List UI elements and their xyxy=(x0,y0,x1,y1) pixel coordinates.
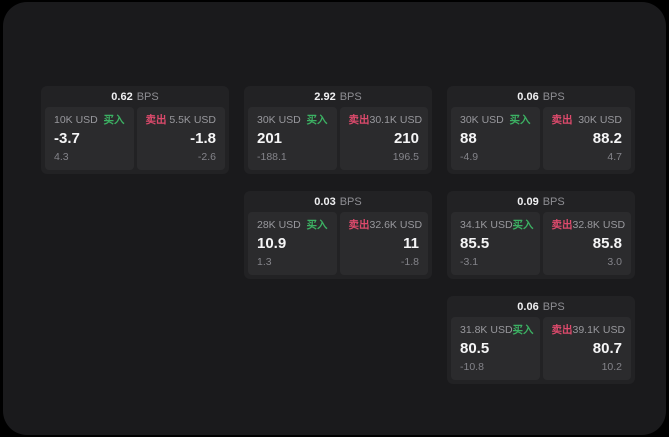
bps-value: 0.03 xyxy=(314,195,336,208)
sell-side-label: 卖出 xyxy=(348,114,370,126)
quote-cards-grid: 0.62 BPS 10K USD 买入 -3.7 4.3 卖出 5.5K USD xyxy=(41,86,635,384)
buy-amount: 28K USD xyxy=(257,219,301,231)
buy-amount: 34.1K USD xyxy=(460,219,513,231)
quote-panels: 30K USD 买入 201 -188.1 卖出 30.1K USD 210 1… xyxy=(248,107,428,170)
buy-panel[interactable]: 28K USD 买入 10.9 1.3 xyxy=(248,212,337,275)
quote-card-6[interactable]: 0.06 BPS 31.8K USD 买入 80.5 -10.8 卖出 39.1… xyxy=(447,296,635,384)
bps-unit-label: BPS xyxy=(339,90,362,103)
buy-side-label: 买入 xyxy=(512,324,534,336)
buy-price: 88 xyxy=(460,130,477,147)
quote-card-5[interactable]: 0.09 BPS 34.1K USD 买入 85.5 -3.1 卖出 32.8K… xyxy=(447,191,635,279)
buy-price: 85.5 xyxy=(460,235,490,252)
card-header: 0.09 BPS xyxy=(451,191,631,212)
buy-side-label: 买入 xyxy=(103,114,125,126)
buy-sub-value: 1.3 xyxy=(257,256,272,268)
sell-panel[interactable]: 卖出 32.6K USD 11 -1.8 xyxy=(339,212,428,275)
buy-amount: 10K USD xyxy=(54,114,98,126)
buy-sub-value: -10.8 xyxy=(460,361,484,373)
sell-amount: 30K USD xyxy=(578,114,622,126)
buy-sub-value: -3.1 xyxy=(460,256,479,268)
sell-sub-value: 10.2 xyxy=(601,361,622,373)
sell-price: 88.2 xyxy=(592,130,622,147)
sell-side-label: 卖出 xyxy=(348,219,370,231)
buy-price: 201 xyxy=(257,130,283,147)
quote-panels: 34.1K USD 买入 85.5 -3.1 卖出 32.8K USD 85.8… xyxy=(451,212,631,275)
bps-value: 0.06 xyxy=(517,90,539,103)
app-screen: 0.62 BPS 10K USD 买入 -3.7 4.3 卖出 5.5K USD xyxy=(3,2,666,435)
buy-side-label: 买入 xyxy=(306,219,328,231)
quote-panels: 31.8K USD 买入 80.5 -10.8 卖出 39.1K USD 80.… xyxy=(451,317,631,380)
quote-panels: 10K USD 买入 -3.7 4.3 卖出 5.5K USD -1.8 -2.… xyxy=(45,107,225,170)
quote-card-1[interactable]: 0.62 BPS 10K USD 买入 -3.7 4.3 卖出 5.5K USD xyxy=(41,86,229,174)
buy-side-label: 买入 xyxy=(306,114,328,126)
sell-panel[interactable]: 卖出 5.5K USD -1.8 -2.6 xyxy=(136,107,225,170)
sell-panel[interactable]: 卖出 32.8K USD 85.8 3.0 xyxy=(542,212,631,275)
buy-panel[interactable]: 34.1K USD 买入 85.5 -3.1 xyxy=(451,212,540,275)
sell-amount: 5.5K USD xyxy=(169,114,216,126)
buy-amount: 31.8K USD xyxy=(460,324,513,336)
sell-amount: 32.6K USD xyxy=(369,219,423,231)
sell-sub-value: 4.7 xyxy=(607,151,622,163)
bps-unit-label: BPS xyxy=(542,195,565,208)
quote-panels: 28K USD 买入 10.9 1.3 卖出 32.6K USD 11 -1.8 xyxy=(248,212,428,275)
card-header: 0.62 BPS xyxy=(45,86,225,107)
buy-price: 80.5 xyxy=(460,340,490,357)
buy-sub-value: 4.3 xyxy=(54,151,69,163)
sell-amount: 30.1K USD xyxy=(369,114,423,126)
buy-panel[interactable]: 30K USD 买入 88 -4.9 xyxy=(451,107,540,170)
quote-panels: 30K USD 买入 88 -4.9 卖出 30K USD 88.2 4.7 xyxy=(451,107,631,170)
bps-value: 0.06 xyxy=(517,300,539,313)
card-header: 0.06 BPS xyxy=(451,296,631,317)
sell-price: 85.8 xyxy=(592,235,622,252)
buy-side-label: 买入 xyxy=(512,219,534,231)
buy-panel[interactable]: 10K USD 买入 -3.7 4.3 xyxy=(45,107,134,170)
sell-panel[interactable]: 卖出 39.1K USD 80.7 10.2 xyxy=(542,317,631,380)
buy-panel[interactable]: 30K USD 买入 201 -188.1 xyxy=(248,107,337,170)
buy-price: 10.9 xyxy=(257,235,287,252)
sell-sub-value: -1.8 xyxy=(400,256,419,268)
buy-amount: 30K USD xyxy=(460,114,504,126)
sell-panel[interactable]: 卖出 30K USD 88.2 4.7 xyxy=(542,107,631,170)
quote-card-2[interactable]: 2.92 BPS 30K USD 买入 201 -188.1 卖出 30.1K … xyxy=(244,86,432,174)
quote-card-3[interactable]: 0.06 BPS 30K USD 买入 88 -4.9 卖出 30K USD xyxy=(447,86,635,174)
buy-amount: 30K USD xyxy=(257,114,301,126)
sell-price: 11 xyxy=(403,235,419,252)
bps-unit-label: BPS xyxy=(542,90,565,103)
buy-sub-value: -188.1 xyxy=(257,151,287,163)
quote-card-4[interactable]: 0.03 BPS 28K USD 买入 10.9 1.3 卖出 32.6K US… xyxy=(244,191,432,279)
sell-sub-value: -2.6 xyxy=(197,151,216,163)
buy-price: -3.7 xyxy=(54,130,80,147)
bps-unit-label: BPS xyxy=(339,195,362,208)
sell-amount: 32.8K USD xyxy=(572,219,626,231)
card-header: 0.06 BPS xyxy=(451,86,631,107)
sell-price: 210 xyxy=(393,130,419,147)
bps-unit-label: BPS xyxy=(542,300,565,313)
bps-value: 0.09 xyxy=(517,195,539,208)
bps-value: 2.92 xyxy=(314,90,336,103)
bps-unit-label: BPS xyxy=(136,90,159,103)
card-header: 0.03 BPS xyxy=(248,191,428,212)
sell-sub-value: 196.5 xyxy=(392,151,419,163)
sell-price: 80.7 xyxy=(592,340,622,357)
sell-side-label: 卖出 xyxy=(145,114,167,126)
sell-side-label: 卖出 xyxy=(551,114,573,126)
sell-price: -1.8 xyxy=(190,130,216,147)
sell-sub-value: 3.0 xyxy=(607,256,622,268)
sell-panel[interactable]: 卖出 30.1K USD 210 196.5 xyxy=(339,107,428,170)
buy-side-label: 买入 xyxy=(509,114,531,126)
sell-side-label: 卖出 xyxy=(551,324,573,336)
buy-sub-value: -4.9 xyxy=(460,151,479,163)
sell-amount: 39.1K USD xyxy=(572,324,626,336)
sell-side-label: 卖出 xyxy=(551,219,573,231)
buy-panel[interactable]: 31.8K USD 买入 80.5 -10.8 xyxy=(451,317,540,380)
bps-value: 0.62 xyxy=(111,90,133,103)
card-header: 2.92 BPS xyxy=(248,86,428,107)
